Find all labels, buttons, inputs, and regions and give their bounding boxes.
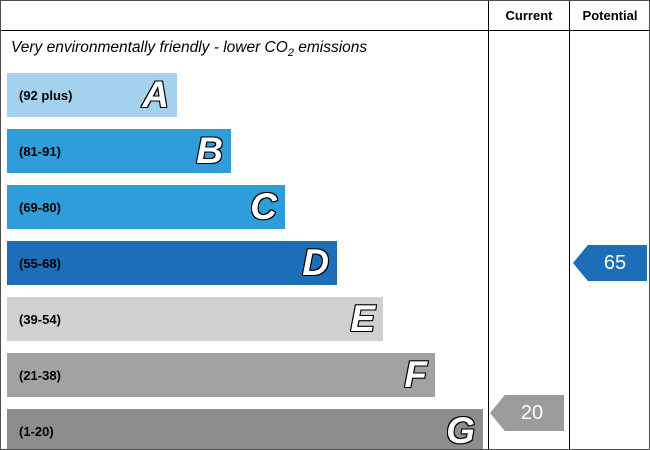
chart-title-subscript: 2	[287, 47, 294, 60]
potential-rating-pointer: 65	[573, 245, 647, 281]
band-row-a: (92 plus) A	[7, 73, 177, 117]
band-range-label: (55-68)	[19, 255, 61, 271]
chart-title: Very environmentally friendly - lower CO…	[11, 39, 367, 59]
current-column-header: Current	[505, 8, 553, 23]
header-row	[1, 1, 649, 31]
band-range-label: (69-80)	[19, 199, 61, 215]
potential-rating-value: 65	[603, 251, 627, 274]
band-letter: F	[403, 354, 428, 396]
band-row-f: (21-38) F	[7, 353, 435, 397]
band-letter: C	[249, 186, 278, 228]
band-letter: B	[195, 130, 224, 172]
potential-column: Potential	[569, 1, 649, 449]
band-range-label: (1-20)	[19, 423, 54, 439]
chart-title-text: Very environmentally friendly - lower CO	[11, 39, 288, 56]
band-range-label: (39-54)	[19, 311, 61, 327]
band-range-label: (81-91)	[19, 143, 61, 159]
band-letter: E	[349, 298, 376, 340]
band-row-d: (55-68) D	[7, 241, 337, 285]
band-letter: G	[445, 410, 476, 450]
band-row-b: (81-91) B	[7, 129, 231, 173]
current-rating-pointer: 20	[490, 395, 564, 431]
band-letter: D	[301, 242, 330, 284]
band-range-label: (21-38)	[19, 367, 61, 383]
band-row-e: (39-54) E	[7, 297, 383, 341]
current-column: Current	[488, 1, 569, 449]
band-row-g: (1-20) G	[7, 409, 483, 450]
chart-title-suffix: emissions	[293, 39, 368, 56]
band-row-c: (69-80) C	[7, 185, 285, 229]
band-letter: A	[141, 74, 170, 116]
current-rating-value: 20	[520, 401, 544, 424]
band-list: (92 plus) A (81-91) B (69-80) C (55-68) …	[7, 73, 483, 450]
potential-column-header: Potential	[582, 8, 638, 23]
band-range-label: (92 plus)	[19, 87, 73, 103]
